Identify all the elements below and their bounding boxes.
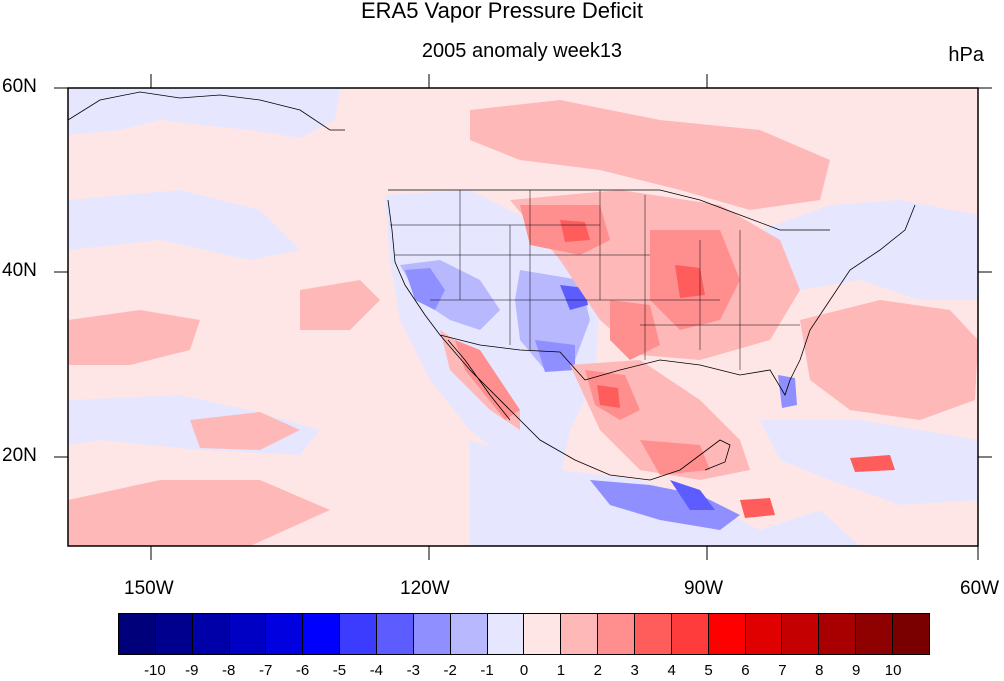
colorbar-swatch [303,614,341,654]
anomaly-field [68,88,978,546]
colorbar-swatch [229,614,267,654]
colorbar-label: 0 [519,662,529,679]
map-title: ERA5 Vapor Pressure Deficit [360,0,644,23]
colorbar-swatch [671,614,709,654]
us-canada-border [388,189,830,231]
colorbar-label: 7 [778,662,787,679]
pos-strong-5 [740,498,775,518]
colorbar-label: 4 [667,662,676,679]
yucatan [649,439,731,481]
baja [447,339,511,421]
colorbar-label: 3 [630,662,639,679]
colorbar-label: -10 [144,662,166,679]
map-subtitle: 2005 anomaly week13 [421,40,623,62]
colorbar-swatch [266,614,304,654]
alaska-coast [67,91,345,131]
colorbar-label: 5 [704,662,713,679]
colorbar-swatch [708,614,746,654]
colorbar-swatch [192,614,230,654]
pos-strong-4 [850,455,895,472]
neg-central-am [590,480,740,530]
lat-label-60n: 60N [2,76,37,97]
colorbar-label: 10 [884,662,902,679]
units-label: hPa [948,44,984,66]
pos-atlantic [800,300,978,420]
colorbar-swatch [119,614,156,654]
pos-pacific-2 [300,280,380,330]
neg-sw-5 [535,340,575,372]
colorbar-swatch [856,614,894,654]
colorbar-label: -2 [443,662,457,679]
colorbar-label: -7 [258,662,273,679]
colorbar-label: 6 [741,662,750,679]
colorbar-label: -6 [295,662,310,679]
pos-north-canada [470,100,830,210]
colorbar-label: -1 [480,662,494,679]
lon-label-60w: 60W [960,578,1000,599]
colorbar-swatch [598,614,636,654]
gulf-coast [584,359,801,396]
neg-central-am-2 [670,480,715,510]
colorbar-swatch [377,614,414,654]
neg-region-alaska [68,88,340,138]
colorbar-label: 2 [593,662,602,679]
pos-pacific-4 [68,480,330,546]
colorbar-swatch [745,614,783,654]
lat-label-40n: 40N [2,260,37,281]
pos-strong-1 [560,220,590,242]
colorbar-label: -4 [369,662,384,679]
colorbar [118,613,930,655]
colorbar-swatch [340,614,378,654]
neg-region-nw-pacific [68,190,300,260]
neg-florida [778,375,797,408]
colorbar-swatch [561,614,599,654]
lon-label-90w: 90W [684,578,724,599]
colorbar-swatch [413,614,451,654]
us-mexico-border [439,334,586,381]
colorbar-label: 8 [815,662,824,679]
east-coast [799,204,916,361]
colorbar-label: -8 [222,662,236,679]
colorbar-label: -3 [406,662,420,679]
colorbar-label: -5 [332,662,347,679]
pos-core-6 [455,340,520,420]
pos-pacific-1 [68,310,200,365]
colorbar-label: -9 [185,662,199,679]
lat-label-20n: 20N [2,445,37,466]
colorbar-swatch [819,614,857,654]
colorbar-swatch [155,614,193,654]
colorbar-swatch [450,614,488,654]
colorbar-swatch [635,614,672,654]
colorbar-label: 1 [556,662,566,679]
pos-core-3 [610,300,660,360]
colorbar-swatch [524,614,562,654]
mexico-pacific-coast [439,334,651,481]
coastlines [67,91,916,481]
axis-ticks [54,74,992,560]
neg-region-east [760,200,978,300]
state-borders [390,190,800,370]
pos-core-5 [640,440,710,475]
pos-pacific-3 [190,412,300,450]
lon-label-120w: 120W [400,578,450,599]
lon-label-150w: 150W [124,578,174,599]
pos-strong-2 [675,265,705,298]
colorbar-label: 9 [852,662,861,679]
colorbar-swatch [893,614,929,654]
pos-strong-3 [597,385,620,408]
colorbar-swatch [487,614,525,654]
plot-frame [67,87,979,547]
colorbar-swatch [782,614,820,654]
